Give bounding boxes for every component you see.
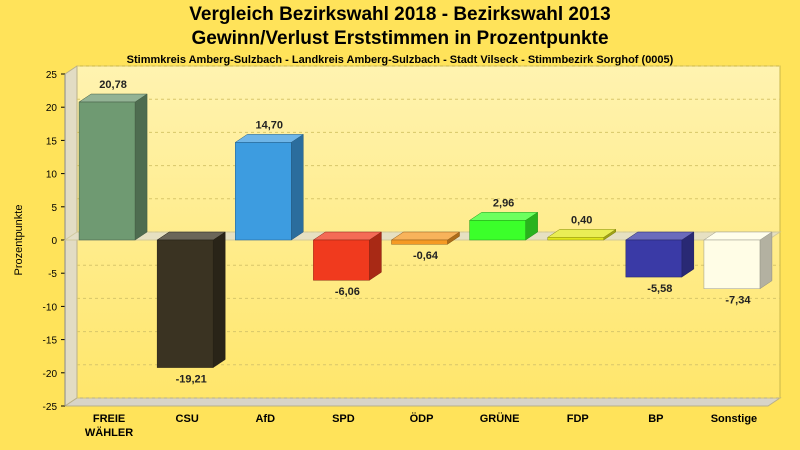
chart-title: Vergleich Bezirkswahl 2018 - Bezirkswahl…: [189, 4, 611, 25]
bar-side: [369, 231, 382, 281]
chart-caption: Stimmkreis Amberg-Sulzbach - Landkreis A…: [126, 54, 674, 66]
y-tick-label: 25: [46, 70, 58, 81]
bar-top: [546, 229, 617, 238]
y-tick-label: -10: [43, 302, 58, 313]
x-tick-label: GRÜNE: [480, 412, 520, 425]
x-tick-label: Sonstige: [711, 413, 757, 425]
bar-top: [312, 231, 383, 241]
y-tick-label: 15: [46, 136, 58, 147]
bar: [547, 237, 604, 241]
x-tick-label: SPD: [332, 413, 355, 425]
bar-top: [234, 134, 305, 143]
bar-side: [212, 231, 226, 369]
y-tick-label: 0: [51, 236, 57, 247]
bar: [313, 239, 370, 281]
y-tick-label: 20: [46, 103, 58, 114]
plot-floor: [63, 397, 782, 407]
x-tick-label: ÖDP: [410, 412, 434, 425]
bar-top: [78, 93, 148, 103]
bar: [703, 239, 761, 289]
bar-top: [468, 212, 539, 221]
x-tick-label: WÄHLER: [85, 426, 133, 439]
x-tick-label: FDP: [567, 413, 589, 425]
data-label: 0,40: [571, 214, 592, 226]
bar: [625, 239, 683, 278]
bar-top: [703, 231, 773, 241]
data-label: 2,96: [493, 197, 514, 209]
chart-subtitle: Gewinn/Verlust Erststimmen in Prozentpun…: [191, 28, 609, 49]
x-tick-label: BP: [648, 413, 663, 425]
y-axis-label: Prozentpunkte: [13, 205, 25, 276]
y-tick-label: 10: [46, 170, 58, 181]
data-label: 14,70: [256, 119, 284, 131]
data-label: -0,64: [413, 250, 439, 262]
y-tick-label: -25: [43, 402, 58, 413]
x-tick-label: FREIE: [93, 413, 125, 425]
bar: [156, 239, 214, 368]
bar-top: [390, 231, 461, 241]
bar: [235, 142, 292, 241]
x-tick-label: CSU: [176, 413, 199, 425]
data-label: -7,34: [725, 295, 751, 307]
data-label: -19,21: [176, 374, 207, 386]
x-tick-label: AfD: [255, 413, 275, 425]
data-label: -5,58: [647, 283, 672, 295]
y-tick-label: -15: [43, 336, 58, 347]
bar: [469, 220, 526, 241]
y-tick-label: 5: [51, 203, 57, 214]
bar-top: [156, 231, 226, 241]
bar-side: [759, 231, 773, 290]
data-label: -6,06: [335, 286, 360, 298]
y-tick-label: -20: [43, 369, 58, 380]
bar-side: [291, 133, 304, 241]
y-tick-label: -5: [48, 269, 57, 280]
bar-side: [134, 93, 148, 241]
bar: [391, 239, 448, 245]
bar: [78, 101, 136, 241]
data-label: 20,78: [99, 79, 127, 91]
bar-top: [625, 231, 695, 241]
